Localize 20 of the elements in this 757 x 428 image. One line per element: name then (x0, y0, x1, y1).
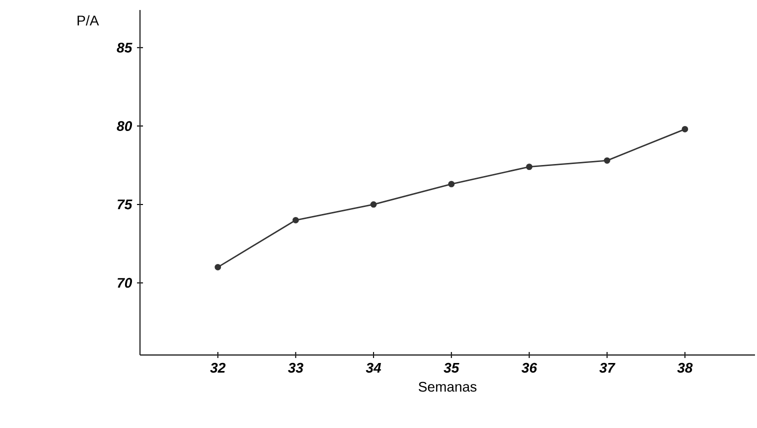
point (214, 264, 222, 270)
y-tick-label: 85 (116, 42, 132, 53)
point (604, 157, 610, 164)
x-tick-label: 37 (599, 362, 616, 373)
point (370, 201, 377, 208)
x-tick-label: 36 (522, 362, 538, 373)
y-tick-label: 75 (118, 200, 132, 210)
y-tick-label: 80 (116, 121, 132, 131)
x-tick-label: 32 (210, 362, 226, 373)
point (448, 180, 455, 188)
point (526, 164, 532, 170)
point (682, 126, 688, 132)
x-tick-label: 33 (288, 362, 304, 373)
y-tick-label: 70 (118, 278, 132, 288)
x-axis-title: Semanas (418, 382, 476, 392)
x-tick-label: 35 (444, 362, 460, 373)
point (292, 216, 299, 224)
y-axis-title: P/A (78, 15, 99, 26)
x-tick-label: 34 (366, 362, 382, 373)
x-tick-label: 38 (677, 362, 693, 373)
